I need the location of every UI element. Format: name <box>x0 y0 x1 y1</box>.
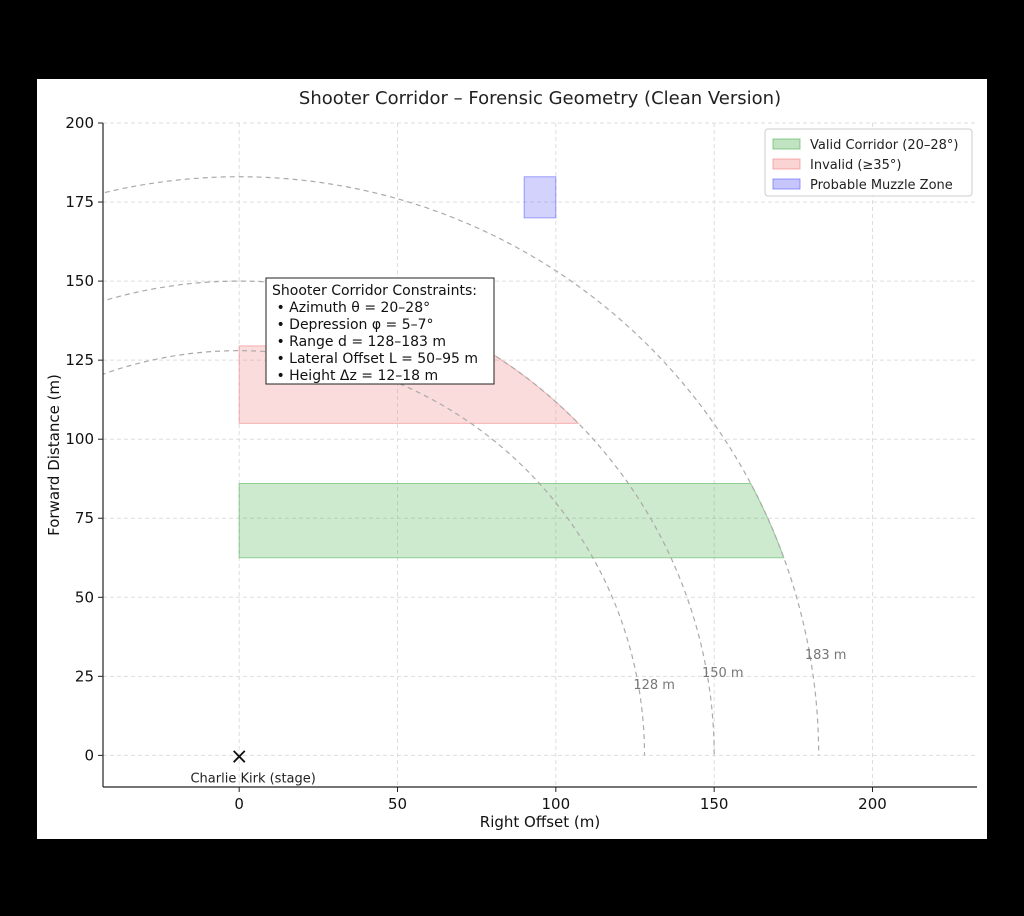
constraints-line: • Azimuth θ = 20–28° <box>272 300 430 316</box>
x-tick-label: 100 <box>542 795 571 813</box>
y-tick-label: 200 <box>65 114 94 132</box>
y-axis-label: Forward Distance (m) <box>45 374 63 536</box>
range-arcs <box>103 176 820 756</box>
range-arc <box>103 280 715 756</box>
grid <box>103 122 977 787</box>
chart-svg: Shooter Corridor – Forensic Geometry (Cl… <box>45 88 977 831</box>
range-arc <box>103 176 820 756</box>
y-tick-label: 75 <box>75 509 94 527</box>
y-tick-label: 125 <box>65 351 94 369</box>
range-arc-label: 128 m <box>633 678 675 693</box>
legend: Valid Corridor (20–28°) Invalid (≥35°) Pro… <box>764 128 973 197</box>
range-arc-labels: 128 m 150 m 183 m <box>633 648 846 693</box>
marker-symbol: × <box>230 744 248 769</box>
x-tick-label: 0 <box>234 795 244 813</box>
chart-title: Shooter Corridor – Forensic Geometry (Cl… <box>299 88 781 109</box>
constraints-line: Shooter Corridor Constraints: <box>272 283 477 299</box>
y-tick-label: 175 <box>65 193 94 211</box>
stage-marker: × Charlie Kirk (stage) <box>190 744 315 786</box>
y-tick-label: 100 <box>65 430 94 448</box>
region-2 <box>523 176 557 219</box>
tick-labels: 0 50 100 150 200 0 25 50 75 100 125 150 175 200 <box>65 114 886 813</box>
marker-label: Charlie Kirk (stage) <box>190 771 315 786</box>
x-tick-label: 50 <box>388 795 407 813</box>
x-axis-label: Right Offset (m) <box>480 813 600 831</box>
region-0 <box>238 482 785 559</box>
constraints-line: • Depression φ = 5–7° <box>272 317 434 333</box>
y-tick-label: 25 <box>75 667 94 685</box>
legend-label: Probable Muzzle Zone <box>810 178 953 193</box>
y-tick-label: 50 <box>75 588 94 606</box>
range-arc <box>103 350 646 756</box>
legend-label: Invalid (≥35°) <box>810 158 901 173</box>
x-tick-label: 200 <box>858 795 887 813</box>
constraints-line: • Range d = 128–183 m <box>272 334 446 350</box>
constraints-box-frame <box>265 277 495 385</box>
range-arc-label: 150 m <box>702 666 744 681</box>
y-tick-label: 150 <box>65 272 94 290</box>
range-arc-label: 183 m <box>805 648 847 663</box>
legend-swatch <box>772 178 801 190</box>
axes <box>102 123 977 788</box>
legend-label: Valid Corridor (20–28°) <box>810 138 958 153</box>
figure-canvas: Shooter Corridor – Forensic Geometry (Cl… <box>37 79 987 839</box>
legend-frame <box>764 128 973 197</box>
legend-swatch <box>772 158 801 170</box>
legend-swatch <box>772 138 801 150</box>
constraints-box: Shooter Corridor Constraints: • Azimuth … <box>265 277 495 385</box>
y-tick-label: 0 <box>84 746 94 764</box>
x-tick-label: 150 <box>700 795 729 813</box>
constraints-line: • Lateral Offset L = 50–95 m <box>272 351 478 367</box>
constraints-line: • Height Δz = 12–18 m <box>272 368 438 384</box>
